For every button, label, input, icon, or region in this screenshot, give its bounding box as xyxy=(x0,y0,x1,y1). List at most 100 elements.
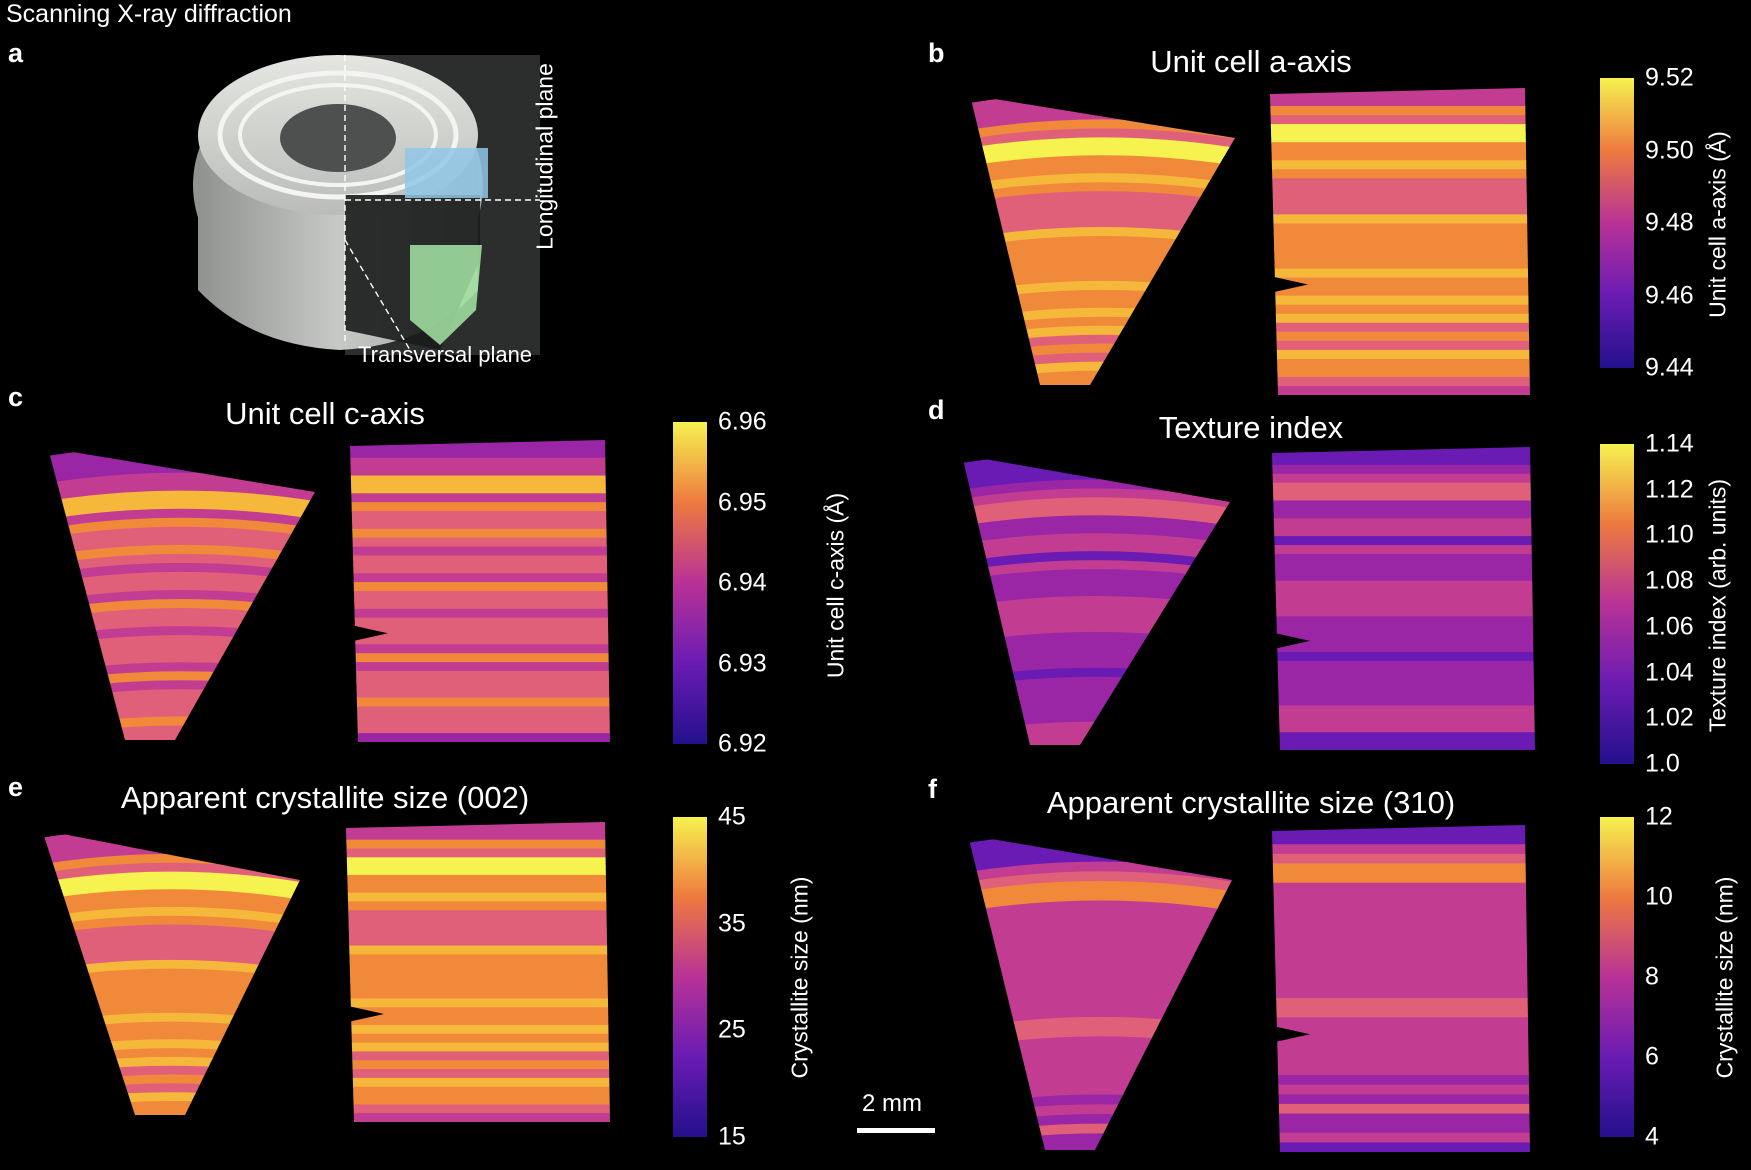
map-band xyxy=(962,721,1230,745)
map-band xyxy=(1270,232,1530,243)
map-band xyxy=(1272,598,1535,609)
map-band xyxy=(1272,1113,1530,1125)
notch-marker xyxy=(1274,632,1310,649)
map-band xyxy=(1270,205,1530,216)
map-band xyxy=(1270,268,1530,279)
colorbar-tick-b: 9.50 xyxy=(1645,136,1694,164)
map-band xyxy=(1270,214,1530,225)
map-band xyxy=(346,945,610,956)
map-band xyxy=(346,857,610,868)
map-band xyxy=(346,919,610,929)
panel-a-schematic xyxy=(193,55,540,355)
colorbar-c xyxy=(673,422,707,744)
map-band xyxy=(42,951,300,979)
scale-bar xyxy=(857,1128,935,1133)
colorbar-label-f: Crystallite size (nm) xyxy=(1711,876,1738,1079)
longitudinal-section xyxy=(405,148,488,198)
map-band xyxy=(346,1104,610,1115)
map-band xyxy=(350,448,610,459)
map-band xyxy=(970,155,1235,183)
colorbar-tick-f: 4 xyxy=(1645,1122,1659,1151)
map-band xyxy=(1272,464,1535,475)
map-band xyxy=(42,942,300,970)
map-band xyxy=(1272,1007,1530,1019)
map-band xyxy=(968,919,1232,949)
map-band xyxy=(350,519,610,530)
map-band xyxy=(1272,998,1530,1009)
map-band xyxy=(1270,178,1530,189)
map-band xyxy=(350,715,610,726)
figure-title: Scanning X-ray diffraction xyxy=(6,0,292,28)
map-band xyxy=(350,537,610,548)
map-band xyxy=(346,998,610,1009)
map-band xyxy=(346,1095,610,1106)
colorbar-tick-c: 6.93 xyxy=(718,649,767,677)
colorbar-tick-c: 6.95 xyxy=(718,488,767,516)
map-band xyxy=(346,874,610,885)
map-band xyxy=(48,716,315,740)
map-band xyxy=(970,173,1235,201)
map-band xyxy=(1272,634,1535,645)
scale-bar-label: 2 mm xyxy=(862,1090,922,1117)
map-band xyxy=(346,980,610,991)
map-band xyxy=(968,910,1232,939)
colorbar-tick-b: 9.52 xyxy=(1645,63,1694,92)
map-band xyxy=(1272,696,1535,707)
map-band xyxy=(346,963,610,973)
map-band xyxy=(346,1024,610,1035)
map-band xyxy=(970,191,1235,219)
transversal-plane-label: Transversal plane xyxy=(358,342,533,367)
transversal-map-b xyxy=(970,95,1235,385)
map-band xyxy=(962,542,1230,570)
map-band xyxy=(968,1143,1232,1150)
map-band xyxy=(1272,455,1535,466)
map-band xyxy=(350,591,610,601)
map-band xyxy=(2,1119,340,1146)
map-band xyxy=(1270,331,1530,342)
map-band xyxy=(1272,1036,1530,1048)
panel-title-f: Apparent crystallite size (310) xyxy=(1046,785,1456,820)
map-band xyxy=(922,749,1270,776)
map-band xyxy=(962,730,1230,745)
map-band xyxy=(346,927,610,938)
map-band xyxy=(1272,518,1535,529)
map-band xyxy=(1272,988,1530,1000)
map-band xyxy=(1272,714,1535,725)
map-band xyxy=(962,497,1230,525)
pulp-cavity xyxy=(280,104,396,172)
map-band xyxy=(1272,978,1530,990)
longitudinal-map-f xyxy=(1272,825,1530,1152)
map-band xyxy=(350,653,610,664)
panel-title-d: Texture index xyxy=(1158,410,1344,445)
map-band xyxy=(1272,545,1535,555)
longitudinal-map-b xyxy=(1270,88,1530,395)
map-band xyxy=(1272,562,1535,573)
map-band xyxy=(350,457,610,468)
transversal-map-c xyxy=(48,448,315,740)
map-band xyxy=(346,1042,610,1053)
map-band xyxy=(346,936,610,947)
map-band xyxy=(962,560,1230,588)
map-band xyxy=(346,839,610,850)
map-panel-c xyxy=(48,440,610,742)
map-band xyxy=(1270,196,1530,207)
map-band xyxy=(48,517,315,546)
map-band xyxy=(1272,1103,1530,1115)
map-band xyxy=(928,1153,1272,1165)
map-band xyxy=(1272,1132,1530,1144)
map-band xyxy=(1272,863,1530,875)
colorbar-label-d: Texture index (arb. units) xyxy=(1704,478,1731,733)
map-band xyxy=(42,1109,300,1115)
map-band xyxy=(1272,732,1535,743)
map-band xyxy=(42,933,300,961)
map-band xyxy=(1272,959,1530,971)
map-band xyxy=(350,662,610,672)
longitudinal-plane-label: Longitudinal plane xyxy=(531,63,558,250)
map-band xyxy=(42,898,300,926)
map-band xyxy=(1272,1017,1530,1028)
map-band xyxy=(1270,349,1530,360)
map-band xyxy=(962,533,1230,561)
map-band xyxy=(1272,930,1530,942)
map-band xyxy=(48,490,315,519)
